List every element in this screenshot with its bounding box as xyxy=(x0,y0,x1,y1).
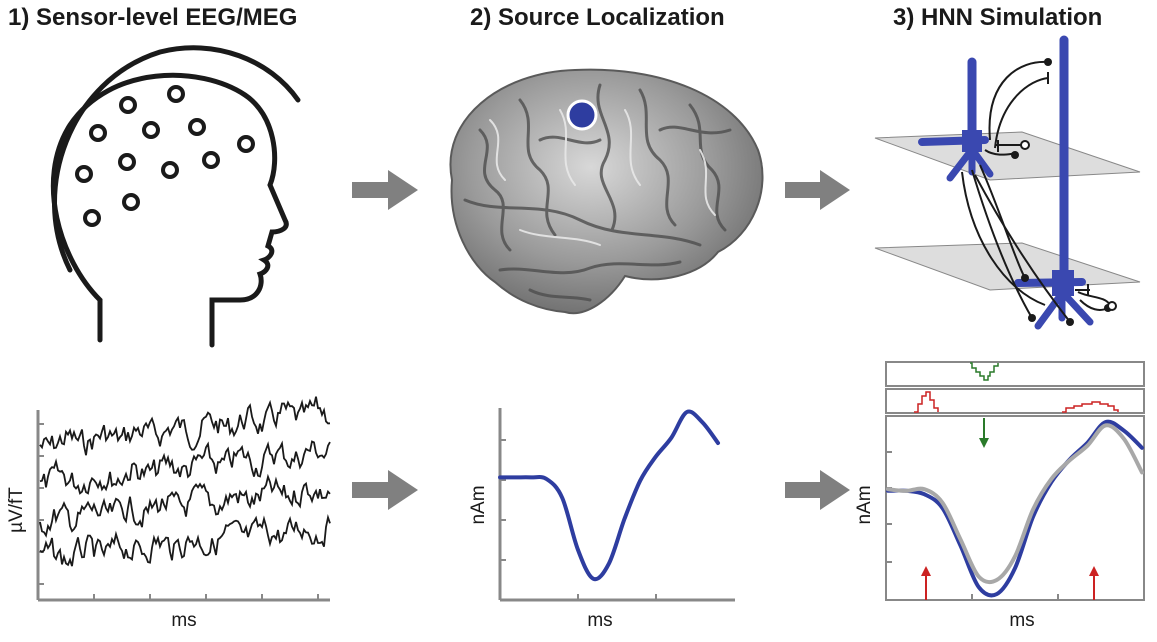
eeg-sensor xyxy=(161,161,179,179)
head-illustration xyxy=(50,45,301,348)
sensor-traces-plot: µV/fT ms xyxy=(6,396,331,631)
eeg-sensor xyxy=(202,151,220,169)
eeg-sensor xyxy=(237,135,255,153)
arrow-bottom-2 xyxy=(785,470,850,510)
source-ylabel: nAm xyxy=(468,485,489,524)
arrow-top-1 xyxy=(352,170,418,210)
eeg-sensor xyxy=(75,165,93,183)
panel-title-source: 2) Source Localization xyxy=(470,4,725,31)
sensor-ylabel: µV/fT xyxy=(6,487,27,533)
sensor-trace xyxy=(39,473,331,538)
synapse-dot xyxy=(1011,151,1019,159)
red-input-arrow-1 xyxy=(921,566,931,600)
synapse-dot xyxy=(1066,318,1074,326)
eeg-sensor xyxy=(167,85,185,103)
green-input-hist xyxy=(970,362,999,381)
hnn-cell-model xyxy=(874,35,1141,330)
sensor-arc-outer xyxy=(52,45,301,273)
layer-plane-upper xyxy=(874,131,1141,181)
input-hist-proximal xyxy=(885,361,1145,387)
sensor-trace xyxy=(39,513,331,567)
hnn-xlabel: ms xyxy=(1009,610,1034,631)
hnn-simulated-series xyxy=(886,423,1144,585)
source-xlabel: ms xyxy=(587,610,612,631)
red-input-arrow-2 xyxy=(1089,566,1099,600)
synapse-dot xyxy=(1044,58,1052,66)
sensor-trace xyxy=(39,440,331,495)
eeg-sensor xyxy=(83,209,101,227)
synapse-open xyxy=(1020,140,1030,150)
sensor-trace xyxy=(39,396,331,456)
source-waveform-plot: nAm ms xyxy=(468,408,735,631)
head-outline xyxy=(50,72,289,348)
brain-illustration xyxy=(449,68,764,315)
eeg-sensor xyxy=(188,118,206,136)
red-input-hist-1 xyxy=(914,391,939,413)
flow-arrows xyxy=(352,170,850,510)
eeg-sensor xyxy=(142,121,160,139)
pyramidal-cell-l23 xyxy=(918,57,994,182)
hnn-ylabel: nAm xyxy=(854,485,875,524)
eeg-sensor xyxy=(118,153,136,171)
synapse-dot xyxy=(1028,314,1036,322)
arrow-bottom-1 xyxy=(352,470,418,510)
source-dipole-marker xyxy=(566,99,598,131)
panel-title-hnn: 3) HNN Simulation xyxy=(893,4,1103,31)
input-hist-distal xyxy=(885,388,1145,414)
synapse-open xyxy=(1107,301,1117,311)
sensor-xlabel: ms xyxy=(171,610,196,631)
panel-title-sensor: 1) Sensor-level EEG/MEG xyxy=(8,4,298,31)
eeg-sensor xyxy=(122,193,140,211)
source-dipole-series xyxy=(498,409,720,582)
eeg-sensors xyxy=(75,85,255,227)
eeg-sensor xyxy=(119,96,137,114)
eeg-sensor xyxy=(89,124,107,142)
hnn-recorded-series xyxy=(886,419,1144,598)
arrow-top-2 xyxy=(785,170,850,210)
hnn-simulation-plot: nAm ms xyxy=(854,361,1145,631)
synapse-dot xyxy=(1021,274,1029,282)
red-input-hist-2 xyxy=(1062,401,1119,413)
green-input-arrow xyxy=(979,418,989,448)
pyramidal-cell-l5 xyxy=(1014,35,1094,330)
